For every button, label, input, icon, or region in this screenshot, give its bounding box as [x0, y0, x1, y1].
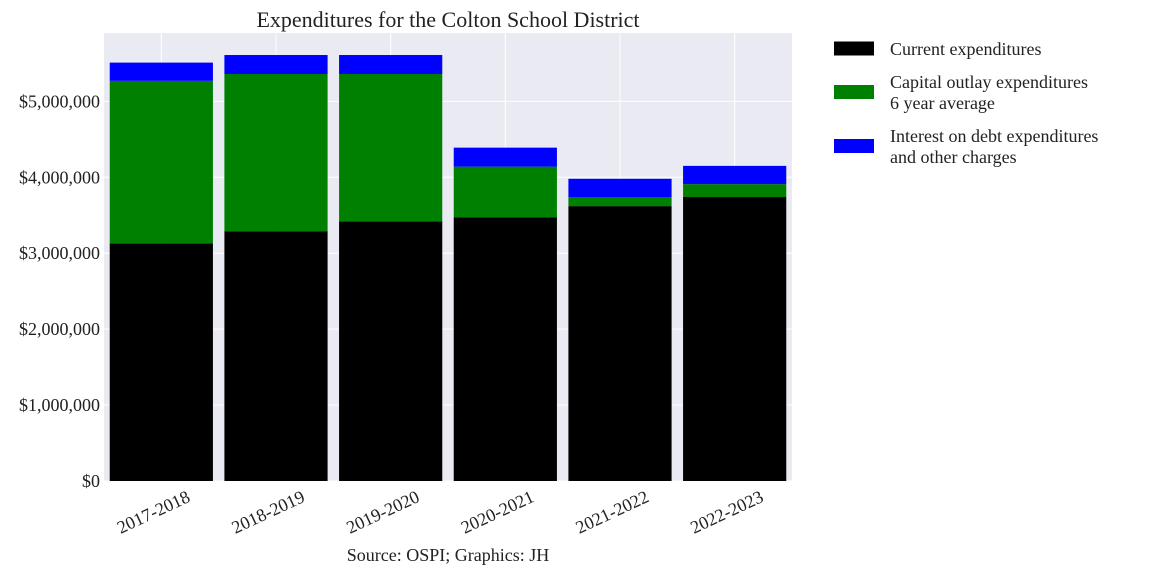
y-tick-label-0: $0: [82, 471, 100, 491]
legend-item-0: Current expenditures: [834, 39, 1041, 59]
bar-2021-2022-series-1: [568, 197, 672, 207]
bar-2021-2022-series-2: [568, 178, 672, 198]
bar-2021-2022-series-0: [568, 206, 672, 481]
legend-item-1: Capital outlay expenditures 6 year averag…: [834, 72, 1088, 113]
legend-label-0: Current expenditures: [890, 39, 1041, 59]
plot-area: [104, 33, 792, 481]
bars: [109, 55, 787, 482]
bar-2020-2021-series-2: [453, 147, 557, 167]
y-axis: $0 $1,000,000 $2,000,000 $3,000,000 $4,000,0…: [19, 91, 100, 491]
y-tick-label-1: $1,000,000: [19, 395, 100, 415]
bar-2020-2021-series-0: [453, 217, 557, 481]
legend-label-1: Capital outlay expenditures 6 year averag…: [890, 72, 1088, 113]
bar-2022-2023-series-2: [683, 165, 787, 185]
bar-2019-2020-series-1: [339, 74, 443, 222]
bar-2018-2019-series-0: [224, 231, 328, 481]
bar-2017-2018-series-2: [109, 62, 213, 81]
source-note: Source: OSPI; Graphics: JH: [347, 545, 549, 565]
legend-item-2: Interest on debt expenditures and other c…: [834, 126, 1098, 167]
y-tick-label-3: $3,000,000: [19, 243, 100, 263]
bar-2017-2018-series-1: [109, 80, 213, 244]
legend-label-2: Interest on debt expenditures and other c…: [890, 126, 1098, 167]
y-tick-label-4: $4,000,000: [19, 167, 100, 187]
bar-2017-2018-series-0: [109, 243, 213, 481]
y-tick-label-5: $5,000,000: [19, 91, 100, 111]
legend-swatch-1: [834, 85, 874, 99]
bar-2018-2019-series-1: [224, 74, 328, 232]
bar-2022-2023-series-0: [683, 197, 787, 482]
legend-swatch-0: [834, 41, 874, 56]
bar-2019-2020-series-0: [339, 221, 443, 481]
bar-2019-2020-series-2: [339, 55, 443, 75]
legend-swatch-2: [834, 139, 874, 153]
bar-2018-2019-series-2: [224, 55, 328, 75]
y-tick-label-2: $2,000,000: [19, 319, 100, 339]
bar-2022-2023-series-1: [683, 184, 787, 198]
bar-2020-2021-series-1: [453, 166, 557, 218]
legend: Current expenditures Capital outlay expen…: [834, 39, 1098, 167]
chart-title: Expenditures for the Colton School Distr…: [256, 7, 639, 32]
